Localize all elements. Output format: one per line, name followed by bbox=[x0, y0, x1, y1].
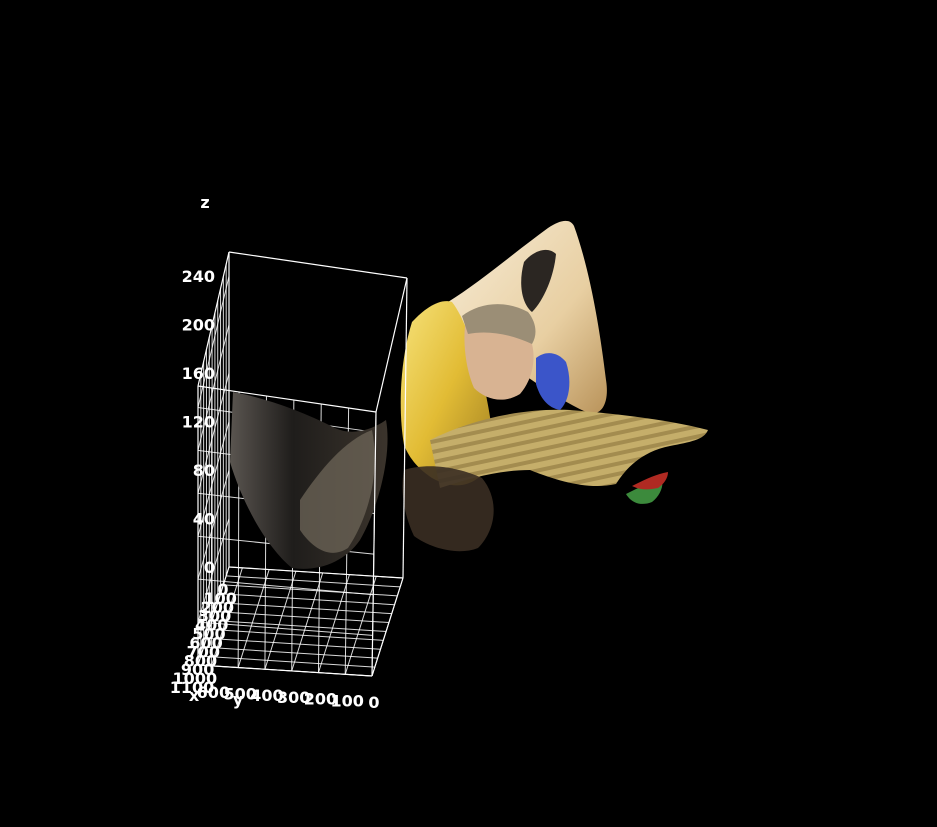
sidewall-grid-z-6 bbox=[197, 276, 230, 408]
floor-grid-x-6 bbox=[212, 619, 387, 632]
box-edge-8 bbox=[402, 277, 408, 579]
backwall-grid-z-1 bbox=[197, 621, 373, 636]
axis-labels: 0408012016020024001002003004005006000100… bbox=[170, 193, 380, 712]
x-tick-label-8: 800 bbox=[184, 651, 217, 670]
floor-grid-x-10 bbox=[200, 655, 375, 668]
box-edge-1 bbox=[228, 566, 404, 579]
sidewall-grid-z-4 bbox=[197, 373, 230, 494]
floor-grid-y-5 bbox=[237, 569, 270, 668]
surface-patch-stripes bbox=[430, 409, 708, 488]
floor-grid-x-1 bbox=[226, 575, 401, 588]
sidewall-grid-z-2 bbox=[197, 469, 230, 580]
x-tick-label-0: 0 bbox=[217, 580, 228, 599]
floor-grid-x-4 bbox=[217, 602, 392, 615]
sidewall-grid-z-1 bbox=[197, 518, 230, 623]
x-tick-label-5: 500 bbox=[192, 625, 225, 644]
x-tick-label-1: 100 bbox=[203, 589, 236, 608]
floor-grid-y-1 bbox=[344, 576, 377, 675]
z-tick-label-4: 160 bbox=[182, 364, 215, 383]
y-tick-label-5: 500 bbox=[223, 685, 256, 704]
box-edge-6 bbox=[197, 385, 377, 413]
surface-mesh bbox=[230, 220, 708, 569]
y-tick-label-1: 100 bbox=[331, 691, 364, 710]
y-tick-label-2: 200 bbox=[304, 690, 337, 709]
box-edge-9 bbox=[371, 411, 377, 677]
x-tick-label-9: 900 bbox=[181, 660, 214, 679]
z-tick-label-3: 120 bbox=[182, 413, 215, 432]
y-tick-label-4: 400 bbox=[250, 686, 283, 705]
x-tick-label-7: 700 bbox=[187, 642, 220, 661]
z-tick-label-5: 200 bbox=[182, 316, 215, 335]
surface-patch-flag-red bbox=[632, 472, 668, 490]
box-edge-7 bbox=[197, 251, 230, 387]
y-tick-label-0: 0 bbox=[368, 693, 379, 712]
z-axis-title: z bbox=[200, 193, 209, 212]
surface-patch-blue-badge bbox=[536, 353, 570, 410]
surface-patch-hair bbox=[462, 304, 536, 344]
y-tick-label-6: 600 bbox=[197, 683, 230, 702]
box-edge-0 bbox=[371, 577, 404, 677]
floor-grid-x-9 bbox=[203, 646, 378, 659]
box-edge-3 bbox=[197, 566, 230, 666]
floor-grid-y-2 bbox=[317, 574, 350, 673]
sidewall-grid-z-3 bbox=[197, 421, 230, 537]
surface-patch-left-hair bbox=[300, 430, 375, 553]
x-axis-title: x bbox=[189, 686, 200, 705]
box-edge-5 bbox=[228, 251, 408, 279]
backwall-grid-z-2 bbox=[197, 578, 374, 596]
floor-grid-y-3 bbox=[291, 572, 324, 672]
sidewall-grid-z-5 bbox=[197, 324, 230, 451]
axis-box bbox=[197, 251, 408, 677]
y-tick-label-3: 300 bbox=[277, 688, 310, 707]
z-tick-label-6: 240 bbox=[182, 267, 215, 286]
x-tick-label-11: 1100 bbox=[170, 678, 215, 697]
x-tick-label-2: 200 bbox=[201, 598, 234, 617]
surface-patch-bottom-dark bbox=[402, 466, 494, 552]
x-tick-label-3: 300 bbox=[198, 607, 231, 626]
z-tick-label-2: 80 bbox=[193, 461, 215, 480]
floor-grid-x-5 bbox=[214, 611, 389, 624]
box-edge-2 bbox=[197, 664, 373, 677]
z-tick-label-1: 40 bbox=[193, 510, 215, 529]
floor-grid-x-7 bbox=[209, 628, 384, 641]
x-tick-label-6: 600 bbox=[189, 633, 222, 652]
x-tick-label-10: 1000 bbox=[173, 669, 218, 688]
y-axis-title: y bbox=[233, 690, 244, 709]
surface-patch-dark-figure bbox=[521, 249, 556, 312]
floor-grid-y-6 bbox=[210, 567, 243, 666]
z-tick-label-0: 0 bbox=[204, 558, 215, 577]
floor-grid-x-3 bbox=[220, 593, 395, 606]
floor-grid-x-8 bbox=[206, 637, 381, 650]
x-tick-label-4: 400 bbox=[195, 616, 228, 635]
box-edge-4 bbox=[375, 277, 408, 413]
